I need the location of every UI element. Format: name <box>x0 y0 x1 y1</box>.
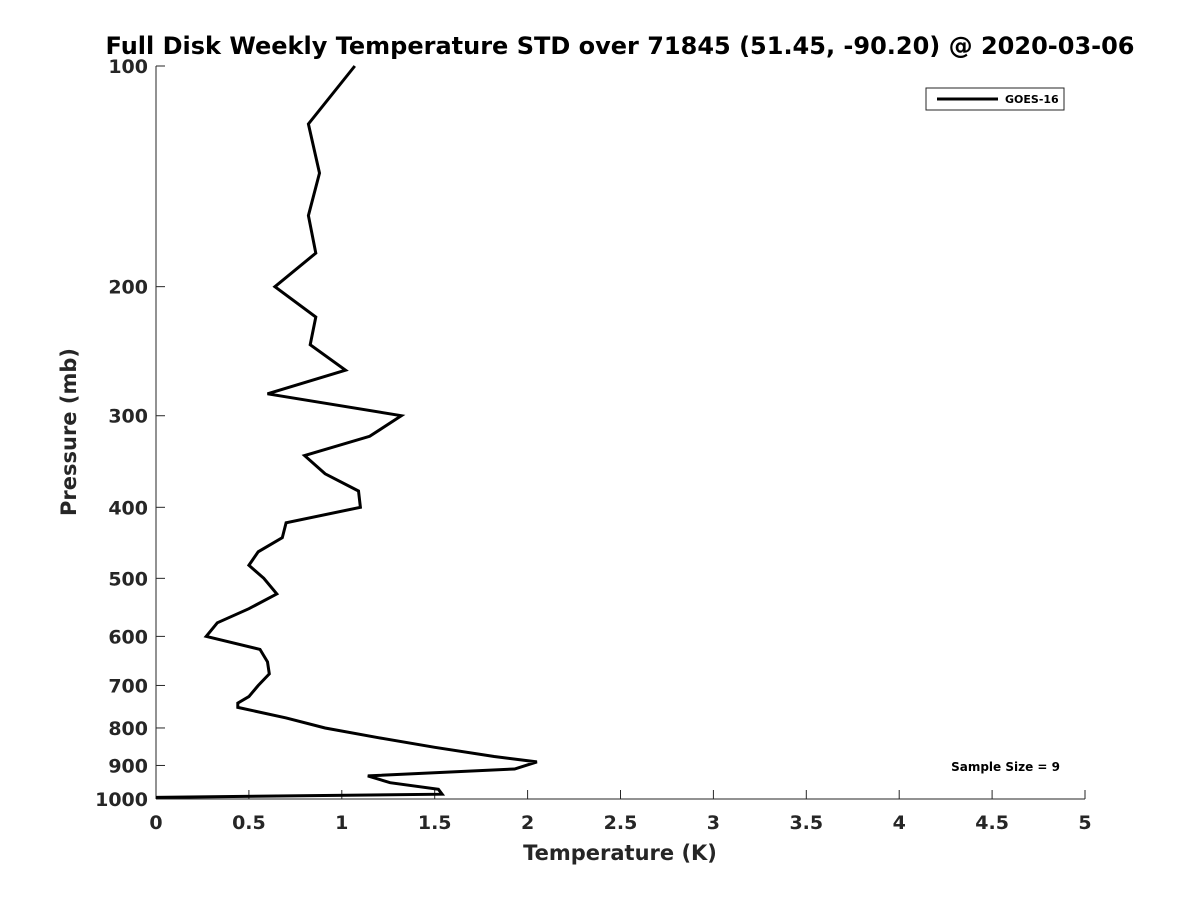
x-axis-label: Temperature (K) <box>523 841 717 865</box>
y-axis-ticks: 100 200 300 400 500 600 700 800 900 1000 <box>95 56 165 811</box>
x-tick-label: 2.5 <box>604 812 638 834</box>
y-tick-label: 500 <box>108 568 148 590</box>
chart-title: Full Disk Weekly Temperature STD over 71… <box>106 32 1135 60</box>
x-tick-label: 2 <box>521 812 534 834</box>
plot-area <box>155 66 1085 800</box>
legend-label-goes-16: GOES-16 <box>1005 93 1059 106</box>
y-axis-label: Pressure (mb) <box>57 348 81 516</box>
x-axis-ticks: 0 0.5 1 1.5 2 2.5 3 3.5 4 4.5 5 <box>149 790 1092 834</box>
x-tick-label: 3.5 <box>789 812 823 834</box>
y-tick-label: 1000 <box>95 789 148 811</box>
y-tick-label: 200 <box>108 277 148 299</box>
y-tick-label: 900 <box>108 755 148 777</box>
y-tick-label: 400 <box>108 497 148 519</box>
x-tick-label: 3 <box>707 812 720 834</box>
y-tick-label: 800 <box>108 718 148 740</box>
x-tick-label: 1.5 <box>418 812 452 834</box>
x-tick-label: 4.5 <box>975 812 1009 834</box>
x-tick-label: 0 <box>149 812 162 834</box>
y-tick-label: 600 <box>108 626 148 648</box>
x-tick-label: 4 <box>893 812 906 834</box>
y-tick-label: 700 <box>108 675 148 697</box>
x-tick-label: 5 <box>1078 812 1091 834</box>
y-tick-label: 100 <box>108 56 148 78</box>
legend: GOES-16 <box>925 87 1065 111</box>
sample-size-annotation: Sample Size = 9 <box>951 760 1060 774</box>
series-layer <box>155 65 538 799</box>
y-tick-label: 300 <box>108 406 148 428</box>
x-tick-label: 0.5 <box>232 812 266 834</box>
x-tick-label: 1 <box>335 812 348 834</box>
series-line-goes-16 <box>155 65 538 799</box>
